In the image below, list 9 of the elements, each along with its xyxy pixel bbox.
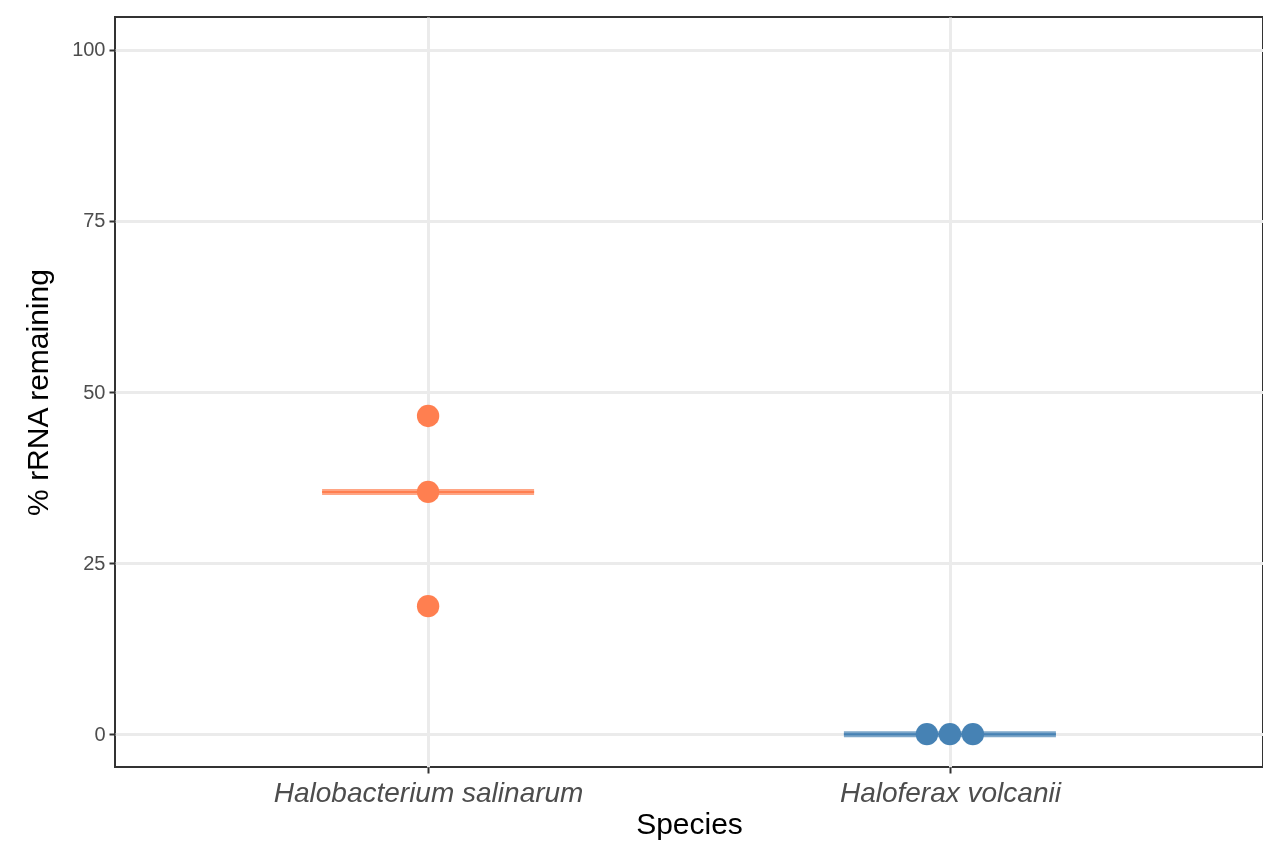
x-axis-title: Species (636, 806, 743, 840)
y-tick-label: 50 (83, 380, 106, 403)
x-tick-label: Haloferax volcanii (839, 776, 1062, 808)
y-tick-label: 0 (94, 722, 106, 745)
y-axis-title: % rRNA remaining (21, 269, 55, 516)
x-tick-label: Halobacterium salinarum (273, 776, 584, 808)
y-tick-label: 75 (83, 209, 106, 232)
y-tick-label: 25 (83, 551, 106, 574)
y-tick-label: 100 (72, 38, 106, 61)
